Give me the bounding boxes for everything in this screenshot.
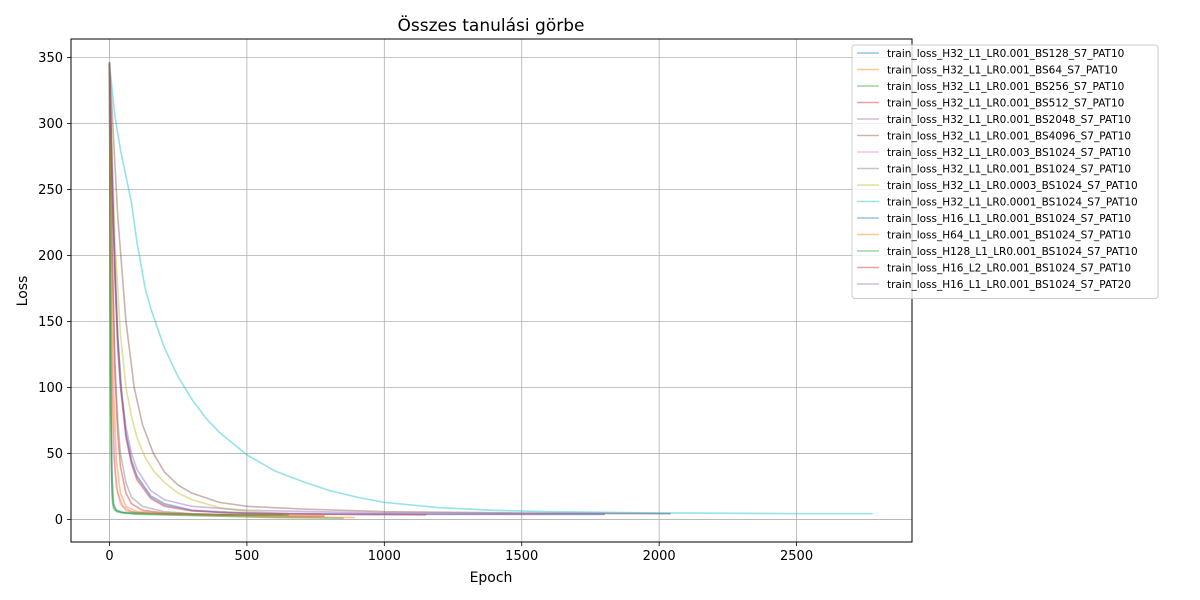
x-tick-label: 2000 [643, 549, 676, 564]
legend: train_loss_H32_L1_LR0.001_BS128_S7_PAT10… [851, 44, 1159, 299]
series-line-10 [108, 63, 873, 515]
legend-entry: train_loss_H32_L1_LR0.0001_BS1024_S7_PAT… [887, 196, 1138, 208]
y-tick-label: 150 [38, 315, 63, 330]
legend-entry: train_loss_H32_L1_LR0.001_BS2048_S7_PAT1… [887, 114, 1131, 126]
x-axis-label: Epoch [470, 570, 513, 586]
grid-lines [71, 39, 912, 542]
y-tick-label: 200 [38, 249, 63, 264]
legend-entry: train_loss_H32_L1_LR0.001_BS1024_S7_PAT1… [887, 163, 1131, 175]
legend-entry: train_loss_H128_L1_LR0.001_BS1024_S7_PAT… [887, 246, 1138, 258]
legend-entry: train_loss_H32_L1_LR0.001_BS256_S7_PAT10 [887, 81, 1124, 93]
legend-entry: train_loss_H32_L1_LR0.001_BS512_S7_PAT10 [887, 97, 1124, 109]
series-line-5 [108, 61, 671, 515]
series-line-3 [108, 65, 344, 520]
series-line-2 [108, 69, 355, 519]
series-line-7 [108, 63, 221, 517]
series-line-14 [108, 63, 427, 516]
y-tick-label: 300 [38, 117, 63, 132]
series-layer [108, 61, 873, 520]
series-line-8 [108, 63, 284, 516]
chart-title: Összes tanulási görbe [398, 14, 585, 36]
series-line-1 [108, 63, 234, 516]
x-tick-label: 0 [105, 549, 113, 564]
series-line-9 [108, 61, 289, 515]
x-tick-label: 1000 [368, 549, 401, 564]
legend-entry: train_loss_H16_L2_LR0.001_BS1024_S7_PAT1… [887, 262, 1131, 274]
series-line-11 [108, 61, 605, 516]
y-axis-label: Loss [15, 276, 31, 307]
legend-entry: train_loss_H16_L1_LR0.001_BS1024_S7_PAT2… [887, 279, 1131, 291]
y-tick-label: 350 [38, 51, 63, 66]
plot-frame [70, 38, 913, 543]
x-tick-label: 2500 [780, 549, 813, 564]
legend-frame [851, 44, 1159, 299]
series-line-13 [108, 63, 289, 516]
x-tick-label: 1500 [505, 549, 538, 564]
axis-ticks: 0 500 1000 1500 2000 2500 0 50 100 150 200 250 300 35… [38, 51, 813, 564]
series-line-15 [108, 61, 605, 516]
legend-entry: train_loss_H32_L1_LR0.0003_BS1024_S7_PAT… [887, 180, 1138, 192]
legend-entry: train_loss_H32_L1_LR0.001_BS4096_S7_PAT1… [887, 130, 1131, 142]
legend-entry: train_loss_H32_L1_LR0.001_BS128_S7_PAT10 [887, 48, 1124, 60]
series-line-4 [108, 63, 325, 518]
y-tick-label: 250 [38, 183, 63, 198]
x-tick-label: 500 [234, 549, 259, 564]
series-line-6 [108, 61, 671, 515]
series-line-12 [108, 63, 325, 517]
y-tick-label: 100 [38, 381, 63, 396]
legend-entry: train_loss_H32_L1_LR0.003_BS1024_S7_PAT1… [887, 147, 1131, 159]
legend-entry: train_loss_H32_L1_LR0.001_BS64_S7_PAT10 [887, 64, 1118, 76]
legend-entry: train_loss_H64_L1_LR0.001_BS1024_S7_PAT1… [887, 229, 1131, 241]
legend-entry: train_loss_H16_L1_LR0.001_BS1024_S7_PAT1… [887, 213, 1131, 225]
y-tick-label: 50 [46, 447, 63, 462]
y-tick-label: 0 [55, 513, 63, 528]
